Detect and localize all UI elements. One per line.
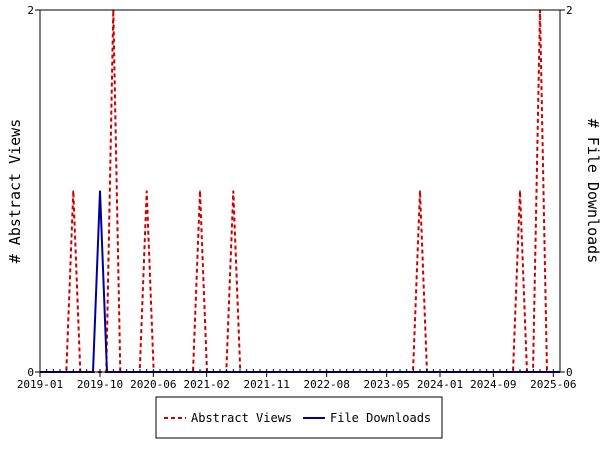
- legend: Abstract Views File Downloads: [155, 396, 443, 439]
- y-right-tick-label: 0: [566, 366, 573, 379]
- x-tick-label: 2019-01: [17, 378, 63, 391]
- data-point-abstract-views: [145, 190, 148, 192]
- data-point-abstract-views: [419, 190, 421, 192]
- legend-label-abstract-views: Abstract Views: [191, 411, 292, 425]
- x-tick-label: 2021-02: [183, 378, 229, 391]
- data-point-abstract-views: [519, 190, 521, 192]
- series-line-abstract-views: [40, 9, 560, 373]
- legend-box: [155, 396, 443, 439]
- y-left-tick-label: 2: [27, 4, 34, 17]
- x-tick-label: 2022-08: [303, 378, 349, 391]
- y-axis-right-title: # File Downloads: [584, 119, 600, 264]
- x-tick-label: 2024-09: [470, 378, 516, 391]
- y-left-tick-label: 0: [27, 366, 34, 379]
- x-tick-label: 2023-05: [363, 378, 409, 391]
- x-tick-label: 2019-10: [77, 378, 123, 391]
- x-tick-label: 2024-01: [417, 378, 463, 391]
- data-point-abstract-views: [199, 190, 201, 192]
- legend-label-file-downloads: File Downloads: [330, 411, 431, 425]
- x-tick-label: 2025-06: [530, 378, 576, 391]
- x-tick-label: 2021-11: [243, 378, 289, 391]
- y-axis-left-title: # Abstract Views: [6, 119, 24, 264]
- series-line-file-downloads: [40, 190, 560, 373]
- data-point-file-downloads: [99, 190, 101, 192]
- y-axis: 0 2 0 2: [27, 4, 572, 379]
- x-tick-label: 2020-06: [130, 378, 176, 391]
- plot-frame: [39, 9, 561, 373]
- y-right-tick-label: 2: [566, 4, 573, 17]
- data-point-abstract-views: [72, 190, 75, 192]
- data-point-abstract-views: [232, 190, 235, 192]
- x-axis: 2019-01 2019-10 2020-06 2021-02 2021-11 2022-…: [17, 369, 577, 391]
- series-layer: [40, 9, 560, 373]
